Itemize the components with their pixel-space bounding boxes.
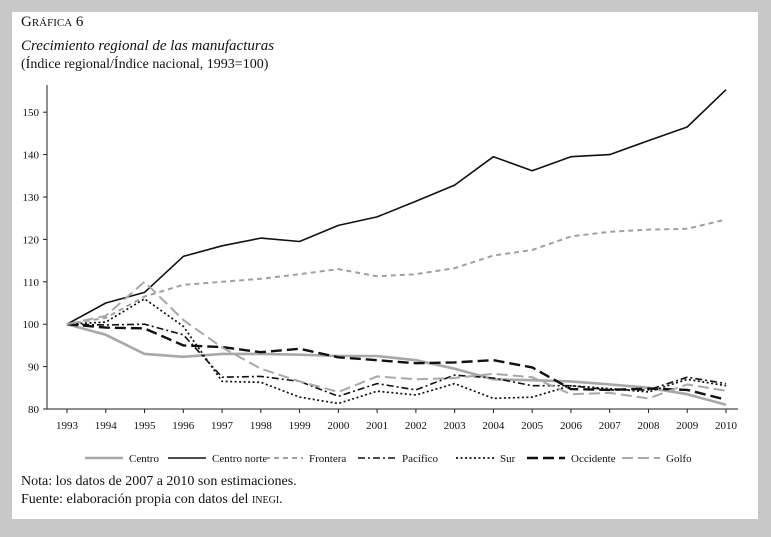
figure-panel: Gráfica 6 Crecimiento regional de las ma… (12, 12, 758, 519)
series-lines (66, 89, 727, 407)
y-tick-label: 80 (28, 404, 40, 416)
x-tick-label: 2004 (482, 420, 505, 432)
series-line-pacifico (66, 323, 727, 398)
x-tick-label: 1998 (250, 420, 273, 432)
legend-label-pacifico: Pacífico (402, 453, 439, 465)
legend-label-occidente: Occidente (571, 453, 616, 465)
y-tick-label: 150 (23, 107, 40, 119)
x-tick-label: 2000 (327, 420, 350, 432)
x-tick-label: 1997 (211, 420, 234, 432)
legend-label-sur: Sur (500, 453, 516, 465)
series-line-centro-norte (66, 89, 727, 325)
y-tick-label: 120 (23, 234, 40, 246)
x-tick-label: 1999 (289, 420, 312, 432)
x-tick-label: 1996 (172, 420, 195, 432)
x-tick-label: 1993 (56, 420, 79, 432)
chart-title: Crecimiento regional de las manufacturas (21, 38, 275, 54)
source-prefix: Fuente: elaboración propia con datos del (21, 492, 252, 507)
legend-label-golfo: Golfo (666, 453, 692, 465)
note-text: Nota: los datos de 2007 a 2010 son estim… (21, 474, 297, 489)
legend-label-centro: Centro (129, 453, 159, 465)
x-tick-label: 2003 (444, 420, 467, 432)
series-line-occidente (66, 323, 727, 401)
x-tick-label: 2010 (715, 420, 738, 432)
legend-label-centro-norte: Centro norte (212, 453, 267, 465)
y-tick-label: 110 (23, 277, 40, 289)
x-tick-label: 2008 (637, 420, 660, 432)
y-tick-label: 100 (23, 319, 40, 331)
legend-label-frontera: Frontera (309, 453, 346, 465)
legend: Centro Centro norte Frontera Pacífico Sur Occ… (85, 453, 692, 465)
figure-label: Gráfica 6 (21, 14, 84, 30)
series-line-centro (66, 322, 727, 407)
x-tick-label: 2007 (599, 420, 622, 432)
axes: 80 90 100 110 120 130 140 150 1993 1994 1995 1996 19… (23, 85, 738, 432)
x-tick-label: 2006 (560, 420, 583, 432)
series-line-sur (66, 297, 727, 405)
series-line-golfo (66, 280, 727, 400)
y-tick-label: 130 (23, 192, 40, 204)
x-tick-label: 1995 (134, 420, 157, 432)
y-tick-label: 140 (23, 150, 40, 162)
y-tick-label: 90 (28, 362, 40, 374)
x-tick-label: 2009 (676, 420, 699, 432)
source-suffix: . (279, 492, 283, 507)
line-chart: 80 90 100 110 120 130 140 150 1993 1994 1995 1996 19… (23, 85, 738, 465)
x-tick-label: 2005 (521, 420, 544, 432)
source-text: Fuente: elaboración propia con datos del… (21, 492, 283, 508)
source-org: inegi (251, 492, 280, 507)
x-tick-label: 2001 (366, 420, 388, 432)
x-tick-label: 1994 (95, 420, 118, 432)
chart-subtitle: (Índice regional/Índice nacional, 1993=1… (21, 57, 269, 72)
series-line-frontera (66, 218, 727, 326)
x-tick-label: 2002 (405, 420, 427, 432)
